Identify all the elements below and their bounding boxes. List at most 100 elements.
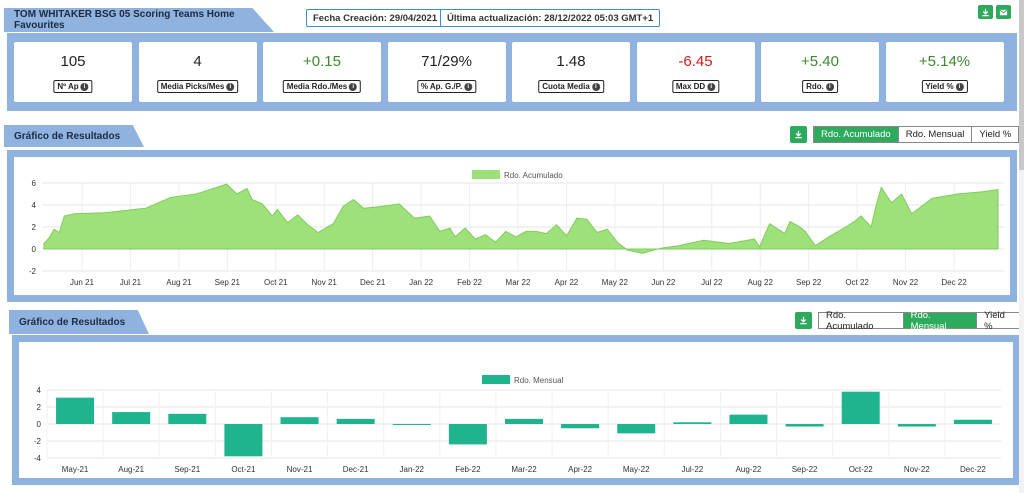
bar (168, 413, 207, 424)
x-tick-label: Oct 22 (845, 278, 869, 287)
chart1-section-title: Gráfico de Resultados (4, 125, 144, 147)
x-tick-label: Nov 22 (893, 278, 919, 287)
stat-value: 1.48 (556, 53, 586, 70)
x-tick-label: Aug 21 (166, 278, 192, 287)
chart1-toggle-1[interactable]: Rdo. Mensual (897, 127, 972, 142)
bar (448, 424, 487, 445)
legend-swatch (482, 375, 510, 384)
x-tick-label: Sep 21 (215, 278, 241, 287)
stat-card: 4 Media Picks/Mes i (138, 42, 257, 102)
x-tick-label: Dec 21 (360, 278, 386, 287)
info-icon[interactable]: i (825, 82, 834, 91)
info-icon[interactable]: i (349, 82, 358, 91)
created-date: Fecha Creación: 29/04/2021 (306, 9, 445, 27)
chart2-section-title-text: Gráfico de Resultados (19, 316, 126, 328)
x-tick-label: Dec 22 (941, 278, 967, 287)
chart2-toggle-0[interactable]: Rdo. Acumulado (819, 310, 903, 332)
bar (280, 417, 319, 424)
y-tick-label: 0 (32, 245, 37, 254)
bar (897, 424, 936, 427)
x-tick-label: Sep-21 (174, 465, 200, 474)
bar (841, 391, 880, 424)
info-icon[interactable]: i (226, 82, 235, 91)
chart2-toggle-2[interactable]: Yield % (976, 310, 1023, 332)
bar (224, 424, 263, 457)
chart1-toggle-2[interactable]: Yield % (971, 127, 1019, 142)
stat-label[interactable]: % Ap. G./P. i (416, 80, 477, 93)
mail-icon (999, 8, 1008, 15)
x-tick-label: Nov 21 (312, 278, 338, 287)
info-icon[interactable]: i (591, 82, 600, 91)
x-tick-label: May-22 (623, 465, 650, 474)
stat-value: -6.45 (678, 53, 713, 70)
x-tick-label: Oct-22 (849, 465, 874, 474)
chart2-download-button[interactable] (795, 312, 812, 329)
bar (112, 412, 151, 424)
chart1-download-button[interactable] (790, 126, 807, 143)
stat-label-text: Max DD (675, 82, 706, 91)
download-icon (795, 130, 802, 139)
stat-label[interactable]: Yield % i (921, 80, 968, 93)
chart2-toggle-1[interactable]: Rdo. Mensual (902, 310, 977, 332)
stat-label-text: % Ap. G./P. (420, 82, 463, 91)
chart1-toggle-0[interactable]: Rdo. Acumulado (814, 127, 898, 142)
x-tick-label: Jul 21 (120, 278, 142, 287)
mail-button[interactable] (996, 5, 1011, 19)
info-icon[interactable]: i (955, 82, 964, 91)
x-tick-label: Aug-22 (736, 465, 762, 474)
stat-label-text: Nº Ap (57, 82, 79, 91)
stat-card: +5.14% Yield % i (885, 42, 1004, 102)
stat-card: +0.15 Media Rdo./Mes i (263, 42, 381, 102)
chart2-view-toggle: Rdo. Acumulado Rdo. Mensual Yield % (818, 310, 1024, 332)
bar (953, 419, 992, 424)
scrollbar-thumb[interactable] (1019, 0, 1024, 170)
bar (785, 424, 824, 427)
x-tick-label: Oct 21 (264, 278, 288, 287)
x-tick-label: Nov-21 (287, 465, 313, 474)
chart1-area: -2 0 2 4 6 Jun 21 Jul 21 Aug 21 Sep 21 Oct 21 Nov … (14, 157, 1010, 295)
legend-label: Rdo. Acumulado (504, 171, 563, 180)
x-tick-label: Jul 22 (701, 278, 723, 287)
x-tick-label: Dec-22 (960, 465, 986, 474)
stat-label[interactable]: Cuota Media i (538, 80, 604, 93)
download-button[interactable] (978, 5, 993, 19)
page-title: TOM WHITAKER BSG 05 Scoring Teams Home F… (4, 8, 274, 32)
x-tick-label: Jun 22 (651, 278, 676, 287)
x-tick-label: Aug-21 (118, 465, 144, 474)
chart2-area: -4 -2 0 2 4 May-21 Aug-21 Sep-21 Oct-21 Nov-21 Dec… (19, 342, 1013, 478)
x-tick-label: Nov-22 (904, 465, 930, 474)
stat-label[interactable]: Max DD i (671, 80, 720, 93)
stats-panel: 105 Nº Ap i 4 Media Picks/Mes i +0.15 Media Rdo… (7, 33, 1017, 111)
stat-label[interactable]: Rdo. i (802, 80, 838, 93)
y-tick-label: -4 (34, 454, 42, 463)
info-icon[interactable]: i (464, 82, 473, 91)
stat-label[interactable]: Media Rdo./Mes i (282, 80, 362, 93)
page-scrollbar[interactable] (1019, 0, 1024, 493)
x-tick-label: Feb-22 (455, 465, 481, 474)
legend-swatch (472, 170, 500, 179)
stat-value: 71/29% (421, 53, 472, 70)
x-tick-label: May 22 (602, 278, 629, 287)
stat-label-text: Rdo. (806, 82, 824, 91)
y-tick-label: -2 (29, 267, 37, 276)
stat-label[interactable]: Nº Ap i (53, 80, 93, 93)
bar (56, 397, 95, 424)
x-tick-label: Sep 22 (796, 278, 822, 287)
stat-label[interactable]: Media Picks/Mes i (156, 80, 239, 93)
stat-card: -6.45 Max DD i (636, 42, 755, 102)
info-icon[interactable]: i (707, 82, 716, 91)
stat-value: +5.14% (918, 53, 971, 70)
x-tick-label: Jun 21 (70, 278, 95, 287)
x-tick-label: Jul-22 (681, 465, 703, 474)
page-title-text: TOM WHITAKER BSG 05 Scoring Teams Home F… (14, 9, 235, 31)
y-tick-label: -2 (34, 437, 42, 446)
y-tick-label: 6 (32, 179, 37, 188)
monthly-result-chart: -4 -2 0 2 4 May-21 Aug-21 Sep-21 Oct-21 Nov-21 Dec… (34, 375, 1001, 474)
stat-value: +0.15 (303, 53, 341, 70)
stat-label-text: Cuota Media (542, 82, 590, 91)
stat-label-text: Media Rdo./Mes (286, 82, 348, 91)
x-tick-label: May-21 (62, 465, 89, 474)
x-tick-label: Oct-21 (231, 465, 256, 474)
info-icon[interactable]: i (80, 82, 89, 91)
bar (729, 414, 768, 424)
